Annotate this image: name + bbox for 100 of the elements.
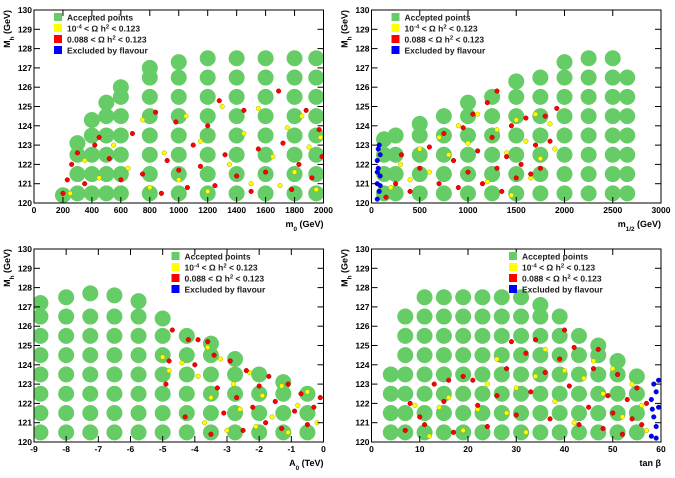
point [309, 175, 314, 180]
x-tick-label: 600 [114, 205, 128, 215]
point [92, 142, 98, 148]
x-tick-label: 0 [321, 444, 326, 454]
point [514, 117, 519, 123]
point [426, 144, 432, 150]
point [508, 339, 514, 344]
point [173, 119, 178, 124]
point [605, 393, 610, 398]
point [557, 356, 562, 362]
legend-label: Accepted points [522, 252, 588, 262]
y-tick-label: 128 [18, 44, 32, 54]
point [140, 172, 146, 177]
point [158, 190, 164, 196]
point [408, 177, 413, 182]
point [426, 170, 432, 175]
y-tick-label: 129 [18, 263, 32, 274]
point [484, 179, 490, 184]
point [651, 414, 656, 420]
point [393, 181, 398, 186]
point [639, 402, 644, 408]
point [446, 378, 452, 383]
point [630, 416, 635, 422]
x-tick-label: -2 [255, 444, 264, 454]
legend-label: Excluded by flavour [184, 284, 266, 294]
legend-label: 10$^{-4}$ < Ω h$^{2}$ < 0.123 [404, 24, 478, 34]
point [533, 142, 538, 148]
legend-label: 0.088 < Ω h$^{2}$ < 0.123 [522, 274, 602, 284]
y-tick-label: 120 [18, 437, 32, 447]
point [436, 181, 442, 186]
point [504, 366, 510, 372]
point [620, 414, 625, 420]
point [374, 196, 380, 202]
point [562, 328, 568, 333]
point [299, 114, 304, 119]
legend-label: 0.088 < Ω h$^{2}$ < 0.123 [404, 34, 484, 44]
point [276, 88, 282, 94]
x-tick-label: 1800 [285, 205, 304, 215]
point [221, 410, 226, 416]
y-tick-label: 125 [18, 340, 32, 350]
point [494, 127, 500, 132]
point [648, 434, 654, 439]
point [417, 146, 422, 152]
x-tick-label: 200 [56, 205, 70, 215]
point [248, 181, 254, 186]
y-tick-label: 130 [355, 5, 370, 15]
point [450, 430, 456, 435]
point [224, 428, 230, 433]
legend-label: Excluded by flavour [522, 284, 604, 294]
point [256, 383, 262, 389]
x-tick-label: 30 [512, 444, 522, 454]
point [388, 185, 394, 190]
point [292, 408, 298, 414]
y-tick-label: 126 [355, 321, 370, 332]
point [240, 428, 246, 433]
y-tick-label: 123 [355, 140, 370, 150]
point [163, 382, 168, 387]
point [118, 177, 124, 182]
point [465, 140, 471, 146]
x-tick-label: -1 [288, 444, 296, 454]
point [426, 434, 432, 439]
point [552, 398, 558, 404]
point [552, 146, 558, 152]
point [106, 156, 112, 162]
point [436, 404, 442, 410]
point [241, 108, 246, 113]
point [446, 395, 452, 400]
point [74, 150, 80, 156]
y-tick-label: 127 [18, 302, 32, 312]
point [533, 112, 538, 117]
point [182, 414, 188, 420]
y-tick-label: 128 [18, 282, 32, 293]
point [130, 130, 135, 136]
x-axis-title: A$_{0}$ (TeV) [289, 458, 324, 472]
point [311, 404, 316, 410]
point [547, 416, 553, 422]
point [504, 154, 510, 160]
point [480, 181, 486, 186]
legend-label: Accepted points [404, 12, 471, 22]
y-tick-label: 130 [18, 244, 32, 254]
point [289, 186, 294, 192]
point [596, 346, 601, 352]
point [508, 123, 514, 128]
y-tick-label: 123 [355, 379, 370, 390]
point [436, 134, 442, 140]
y-tick-label: 126 [355, 82, 370, 92]
x-tick-label: -4 [191, 444, 199, 454]
y-tick-label: 121 [355, 418, 370, 428]
point [654, 389, 659, 394]
point [176, 168, 182, 173]
point [446, 152, 452, 158]
point [494, 166, 500, 171]
point [164, 158, 170, 164]
y-tick-label: 126 [18, 321, 32, 332]
point [572, 420, 577, 426]
x-tick-label: 50 [608, 444, 618, 454]
point [470, 112, 476, 117]
point [470, 378, 476, 383]
point [528, 389, 534, 394]
point [494, 88, 500, 94]
